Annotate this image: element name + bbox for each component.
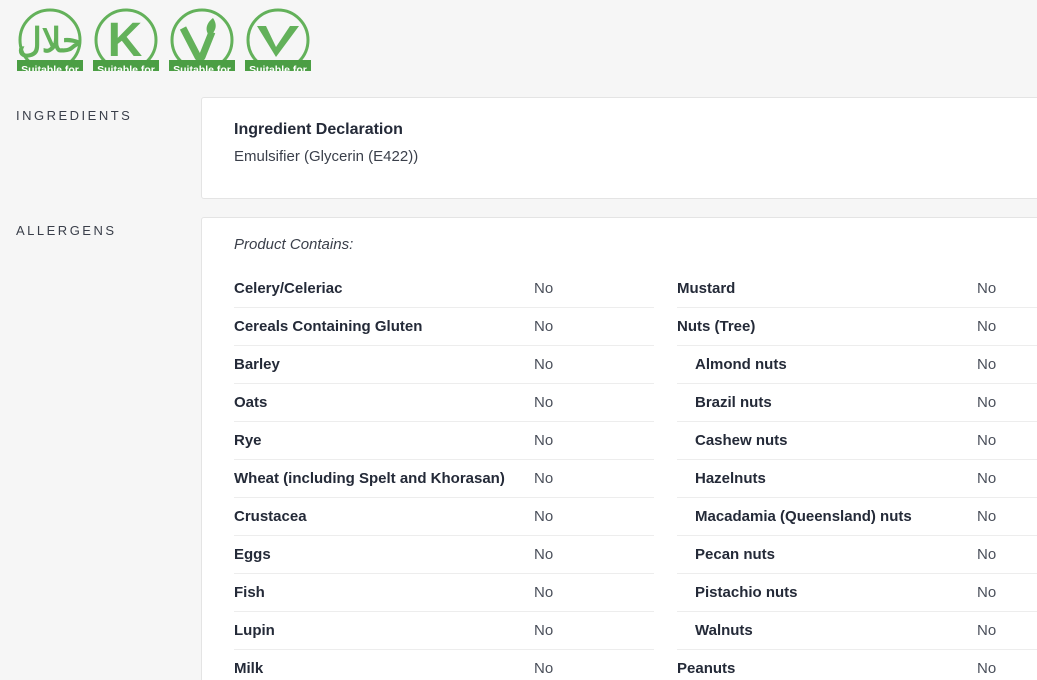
svg-text:Suitable for: Suitable for bbox=[249, 64, 307, 71]
svg-text:K: K bbox=[108, 14, 143, 67]
svg-text:Suitable for: Suitable for bbox=[21, 64, 79, 71]
svg-text:Suitable for: Suitable for bbox=[173, 64, 231, 71]
svg-text:Suitable for: Suitable for bbox=[97, 64, 155, 71]
svg-text:حلال: حلال bbox=[17, 22, 83, 60]
